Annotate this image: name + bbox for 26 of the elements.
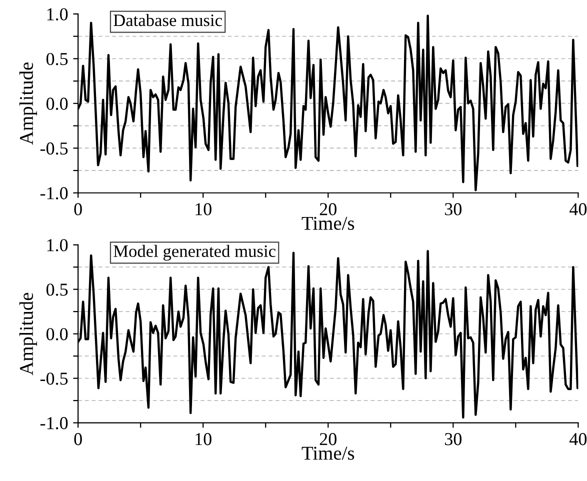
x-tick-label: 40 xyxy=(570,203,587,216)
y-tick-label: 0.0 xyxy=(46,328,68,340)
y-tick-label: 0.5 xyxy=(46,284,68,296)
x-tick-label: 20 xyxy=(320,203,336,216)
x-tick-label: 0 xyxy=(74,433,82,446)
x-tick-label: 30 xyxy=(445,203,462,216)
x-tick-label: 0 xyxy=(74,203,82,216)
x-axis-title: Time/s xyxy=(302,446,354,460)
y-tick-label: -1.0 xyxy=(40,187,68,200)
x-tick-label: 40 xyxy=(570,433,587,446)
y-tick-label: -0.5 xyxy=(40,142,68,155)
x-tick-label: 30 xyxy=(445,433,462,446)
annotation: Database music xyxy=(114,14,222,26)
annotation: Model generated music xyxy=(114,244,276,261)
x-tick-label: 10 xyxy=(196,203,212,216)
x-axis-title: Time/s xyxy=(302,216,354,230)
y-axis-title: Amplitude xyxy=(19,62,37,145)
y-tick-label: 0.5 xyxy=(46,52,68,66)
y-tick-label: -1.0 xyxy=(40,417,68,430)
x-tick-label: 10 xyxy=(196,433,212,446)
y-tick-label: 1.0 xyxy=(47,8,68,20)
y-tick-label: 1.0 xyxy=(47,239,68,252)
y-axis-title: Amplitude xyxy=(19,292,37,376)
y-tick-label: -0.5 xyxy=(40,372,68,385)
x-tick-label: 20 xyxy=(320,433,336,446)
y-tick-label: 0.0 xyxy=(46,98,68,110)
